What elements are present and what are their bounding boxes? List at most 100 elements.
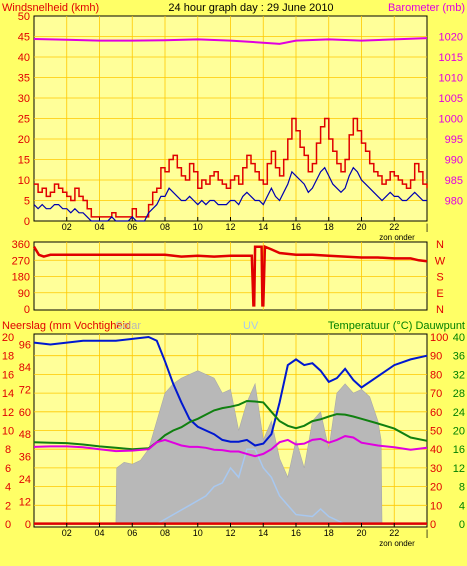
sunset-label-bottom: zon onder xyxy=(379,539,415,548)
wind-average-line xyxy=(33,166,427,222)
barometer-tick-label: 1000 xyxy=(439,114,463,126)
humidity-percent-tick-label: 80 xyxy=(430,369,442,381)
direction-degree-ticks: 360 270 180 90 0 xyxy=(12,239,30,316)
temperature-tick-label: 32 xyxy=(453,369,465,381)
x-tick-label: 12 xyxy=(225,222,235,232)
temperature-tick-label: 16 xyxy=(453,444,465,456)
wind-grid xyxy=(34,16,427,221)
wind-tick-label: 15 xyxy=(18,155,30,167)
barometer-tick-label: 980 xyxy=(445,196,463,208)
x-tick-label: 22 xyxy=(389,528,399,538)
chart-title: 24 hour graph day : 29 June 2010 xyxy=(168,2,333,14)
barometer-tick-label: 985 xyxy=(445,175,463,187)
wind-tick-label: 0 xyxy=(24,216,30,228)
wind-time-ticks: 02 04 06 08 10 12 14 16 18 20 22 | xyxy=(62,217,428,232)
direction-tick-label: 0 xyxy=(24,304,30,316)
humidity-tick-label: 36 xyxy=(19,452,31,464)
compass-tick-label: N xyxy=(436,304,444,316)
x-tick-label: 08 xyxy=(160,222,170,232)
x-tick-end-mark: | xyxy=(426,528,428,538)
humidity-percent-tick-label: 0 xyxy=(430,519,436,531)
humidity-tick-label: 12 xyxy=(19,497,31,509)
wind-tick-label: 25 xyxy=(18,114,30,126)
humidity-percent-tick-label: 100 xyxy=(430,332,448,344)
humidity-tick-label: 72 xyxy=(19,384,31,396)
direction-tick-label: 360 xyxy=(12,239,30,251)
rain-tick-label: 18 xyxy=(2,351,14,363)
x-tick-end-mark: | xyxy=(426,222,428,232)
direction-tick-label: 270 xyxy=(12,255,30,267)
dewpoint-line xyxy=(33,435,428,458)
compass-tick-label: E xyxy=(436,288,443,300)
wind-tick-label: 5 xyxy=(24,196,30,208)
barometer-tick-label: 1020 xyxy=(439,32,463,44)
compass-tick-label: S xyxy=(436,272,443,284)
humidity-percent-tick-label: 60 xyxy=(430,407,442,419)
rain-tick-label: 2 xyxy=(5,500,11,512)
temperature-tick-label: 12 xyxy=(453,463,465,475)
humidity-percent-tick-label: 50 xyxy=(430,426,442,438)
x-tick-label: 20 xyxy=(356,222,366,232)
compass-tick-label: W xyxy=(435,255,446,267)
temperature-tick-label: 20 xyxy=(453,426,465,438)
x-tick-label: 18 xyxy=(324,528,334,538)
rain-tick-label: 8 xyxy=(5,444,11,456)
temperature-tick-label: 0 xyxy=(459,519,465,531)
rain-tick-label: 12 xyxy=(2,407,14,419)
wind-direction-line xyxy=(32,244,428,307)
direction-tick-label: 90 xyxy=(18,288,30,300)
legend-uv: UV xyxy=(243,320,259,332)
solar-area xyxy=(34,370,427,525)
climate-panel: Neerslag (mm Vochtigheid Solar UV Temper… xyxy=(2,320,465,548)
humidity-ticks: 0 12 24 36 48 60 72 84 96 xyxy=(19,339,31,531)
x-tick-label: 12 xyxy=(225,528,235,538)
rain-tick-label: 16 xyxy=(2,369,14,381)
sunset-label: zon onder xyxy=(379,233,415,242)
x-tick-label: 16 xyxy=(291,222,301,232)
barometer-tick-label: 1015 xyxy=(439,52,463,64)
wind-tick-label: 40 xyxy=(18,52,30,64)
barometer-tick-label: 995 xyxy=(445,134,463,146)
wind-tick-label: 20 xyxy=(18,134,30,146)
barometer-tick-label: 990 xyxy=(445,155,463,167)
x-tick-label: 02 xyxy=(62,222,72,232)
wind-tick-label: 45 xyxy=(18,32,30,44)
wind-barometer-panel: Windsnelheid (kmh) 24 hour graph day : 2… xyxy=(2,2,465,242)
x-tick-label: 10 xyxy=(193,222,203,232)
humidity-percent-tick-label: 70 xyxy=(430,388,442,400)
rain-tick-label: 10 xyxy=(2,426,14,438)
humidity-tick-label: 84 xyxy=(19,362,31,374)
temperature-tick-label: 24 xyxy=(453,407,465,419)
x-tick-label: 02 xyxy=(62,528,72,538)
wind-axis-title: Windsnelheid (kmh) xyxy=(2,2,99,14)
barometer-axis-title: Barometer (mb) xyxy=(388,2,465,14)
wind-tick-label: 10 xyxy=(18,175,30,187)
barometer-tick-label: 1005 xyxy=(439,93,463,105)
wind-speed-ticks: 0 5 10 15 20 25 30 35 40 45 50 xyxy=(18,11,30,228)
humidity-percent-tick-label: 30 xyxy=(430,463,442,475)
temperature-axis-title: Temperatuur (°C) Dauwpunt xyxy=(328,320,465,332)
temperature-tick-label: 8 xyxy=(459,482,465,494)
wind-tick-label: 50 xyxy=(18,11,30,23)
temperature-tick-label: 28 xyxy=(453,388,465,400)
x-tick-label: 04 xyxy=(94,528,104,538)
temperature-ticks: 0 10 20 30 40 50 60 70 80 90 100 0 4 8 12 16 20 24 28 32 36 4… xyxy=(430,332,465,531)
temperature-line xyxy=(33,399,428,451)
humidity-tick-label: 24 xyxy=(19,474,31,486)
wind-gust-line xyxy=(34,117,428,218)
humidity-tick-label: 48 xyxy=(19,429,31,441)
x-tick-label: 18 xyxy=(324,222,334,232)
humidity-tick-label: 96 xyxy=(19,339,31,351)
x-tick-label: 04 xyxy=(94,222,104,232)
climate-time-ticks: 02 04 06 08 10 12 14 16 18 20 22 | xyxy=(62,523,428,538)
rain-ticks: 0 2 4 6 8 10 12 14 16 18 20 xyxy=(2,332,14,531)
humidity-tick-label: 60 xyxy=(19,407,31,419)
x-tick-label: 06 xyxy=(127,528,137,538)
x-tick-label: 20 xyxy=(356,528,366,538)
barometer-line xyxy=(33,37,428,45)
temperature-tick-label: 4 xyxy=(459,500,465,512)
humidity-percent-tick-label: 20 xyxy=(430,482,442,494)
x-tick-label: 14 xyxy=(258,222,268,232)
legend-solar: Solar xyxy=(115,320,141,332)
